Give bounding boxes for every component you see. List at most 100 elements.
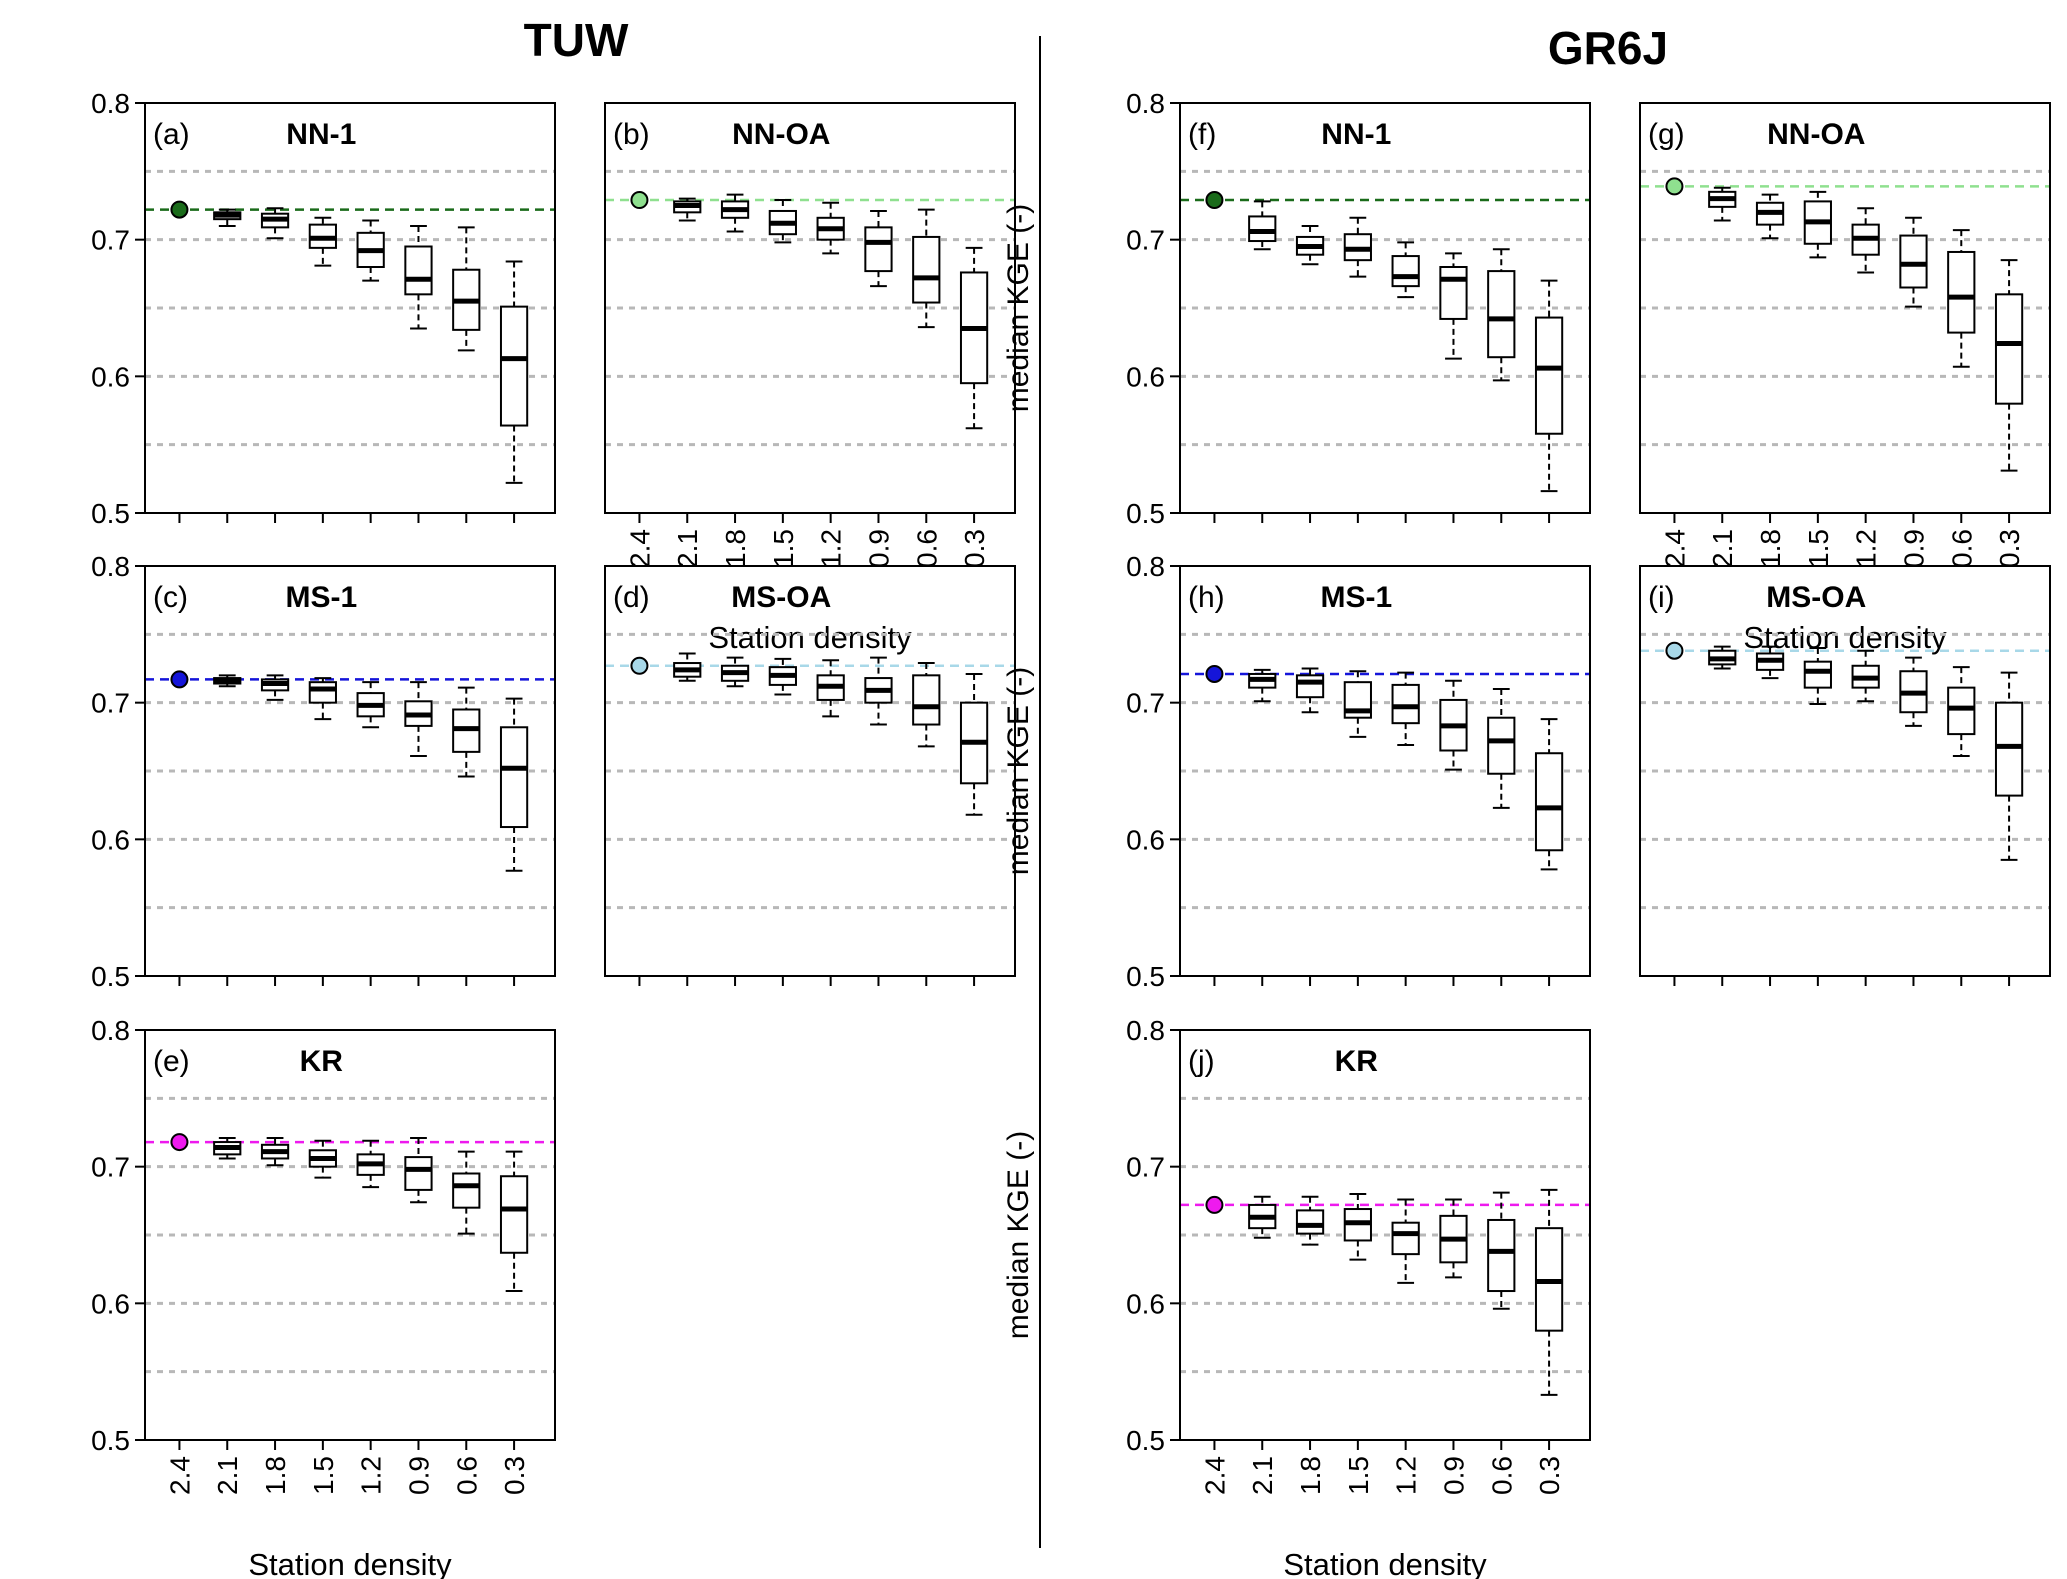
panel-method-title: MS-OA — [1766, 581, 1866, 614]
box — [912, 674, 941, 726]
panel-b: (b) NN-OA 2.4 2.1 1.8 1.5 1.2 0.9 0.6 0.3 Station … — [604, 102, 1016, 655]
boxplot — [1534, 1188, 1564, 1396]
box — [1487, 1218, 1516, 1293]
panel-d: (d) MS-OA — [604, 565, 1016, 986]
plot-frame — [1179, 565, 1591, 977]
boxplot — [1851, 207, 1880, 274]
left-title: TUW — [524, 14, 629, 66]
boxplot — [864, 656, 893, 726]
y-axis-label: median KGE (-) — [1002, 204, 1035, 412]
x-tick-label: 0.9 — [1438, 1456, 1469, 1495]
x-tick-label: 1.8 — [720, 529, 751, 568]
box — [499, 726, 529, 829]
boxplot — [1391, 1198, 1420, 1284]
x-tick-label: 2.4 — [1659, 529, 1690, 568]
boxplot — [260, 1136, 290, 1167]
boxplot — [1439, 1198, 1468, 1279]
box — [1391, 683, 1420, 725]
box — [1994, 701, 2024, 797]
boxplot — [1755, 645, 1785, 680]
boxplot — [452, 226, 481, 352]
y-tick-label: 0.8 — [91, 1015, 130, 1046]
panel-method-title: NN-OA — [1767, 118, 1865, 151]
y-tick-label: 0.8 — [1126, 1015, 1165, 1046]
y-tick-label: 0.6 — [1126, 1288, 1165, 1319]
boxplot — [1803, 190, 1832, 259]
boxplot — [864, 209, 893, 288]
boxplot — [356, 219, 385, 282]
box — [404, 245, 433, 296]
boxplot — [1534, 279, 1564, 493]
boxplot — [260, 207, 290, 240]
boxplot — [404, 1136, 433, 1204]
reference-point — [1205, 191, 1224, 210]
x-tick-label: 0.9 — [863, 529, 894, 568]
panel-letter: (h) — [1188, 581, 1225, 614]
boxplot — [1343, 1193, 1372, 1261]
x-tick-label: 0.3 — [1534, 1456, 1565, 1495]
boxplot — [308, 677, 337, 721]
boxplot — [308, 1139, 337, 1179]
boxplot — [1994, 671, 2024, 861]
boxplot — [213, 208, 242, 227]
boxplot — [1391, 241, 1420, 299]
y-tick-label: 0.5 — [1126, 961, 1165, 992]
panel-method-title: MS-1 — [1320, 581, 1392, 614]
y-tick-label: 0.6 — [91, 824, 130, 855]
y-tick-label: 0.6 — [1126, 361, 1165, 392]
boxplot — [1708, 645, 1737, 670]
panel-letter: (j) — [1188, 1045, 1215, 1078]
x-tick-label: 2.1 — [672, 529, 703, 568]
boxplot — [1343, 670, 1372, 738]
box — [499, 305, 529, 427]
right-title: GR6J — [1548, 22, 1668, 74]
panel-letter: (d) — [613, 581, 650, 614]
boxplot — [816, 201, 845, 255]
box — [499, 1175, 529, 1254]
box — [1534, 752, 1564, 852]
y-tick-label: 0.7 — [1126, 1152, 1165, 1183]
y-tick-label: 0.6 — [1126, 824, 1165, 855]
box — [864, 226, 893, 273]
y-tick-label: 0.5 — [91, 1425, 130, 1456]
boxplot — [1391, 671, 1420, 747]
panel-letter: (c) — [153, 581, 188, 614]
reference-point — [630, 656, 649, 675]
box — [1534, 316, 1564, 435]
y-tick-label: 0.5 — [1126, 1425, 1165, 1456]
panel-letter: (i) — [1648, 581, 1675, 614]
box — [452, 1172, 481, 1209]
panel-letter: (f) — [1188, 118, 1216, 151]
panel-j: (j) KR 0.5 0.6 0.7 0.8 median KGE (-) 2.4 2.1 1.8… — [1002, 1015, 1591, 1579]
panel-letter: (g) — [1648, 118, 1685, 151]
panel-method-title: KR — [1335, 1045, 1379, 1078]
boxplot — [1248, 1195, 1277, 1239]
plot-frame — [144, 102, 556, 514]
panel-i: (i) MS-OA — [1639, 565, 2051, 986]
x-tick-label: 2.4 — [1199, 1456, 1230, 1495]
y-tick-label: 0.8 — [91, 551, 130, 582]
x-tick-label: 1.2 — [1851, 529, 1882, 568]
boxplot — [1487, 688, 1516, 809]
y-tick-label: 0.5 — [1126, 498, 1165, 529]
x-tick-label: 0.3 — [1994, 529, 2025, 568]
box — [1947, 686, 1976, 736]
box — [1487, 716, 1516, 775]
x-tick-label: 2.4 — [164, 1456, 195, 1495]
x-tick-label: 0.6 — [451, 1456, 482, 1495]
y-tick-label: 0.7 — [91, 225, 130, 256]
box — [1391, 255, 1420, 288]
x-tick-label: 1.5 — [1803, 529, 1834, 568]
x-axis-label: Station density — [1743, 620, 1947, 655]
boxplot — [1439, 679, 1468, 771]
y-tick-label: 0.7 — [91, 688, 130, 719]
reference-point — [630, 191, 649, 210]
panel-f: (f) NN-1 0.5 0.6 0.7 0.8 median KGE (-) — [1002, 88, 1591, 529]
panel-g: (g) NN-OA 2.4 2.1 1.8 1.5 1.2 0.9 0.6 0.3 Station … — [1639, 102, 2051, 655]
boxplot — [816, 659, 845, 718]
x-tick-label: 2.1 — [1247, 1456, 1278, 1495]
y-tick-label: 0.7 — [91, 1152, 130, 1183]
